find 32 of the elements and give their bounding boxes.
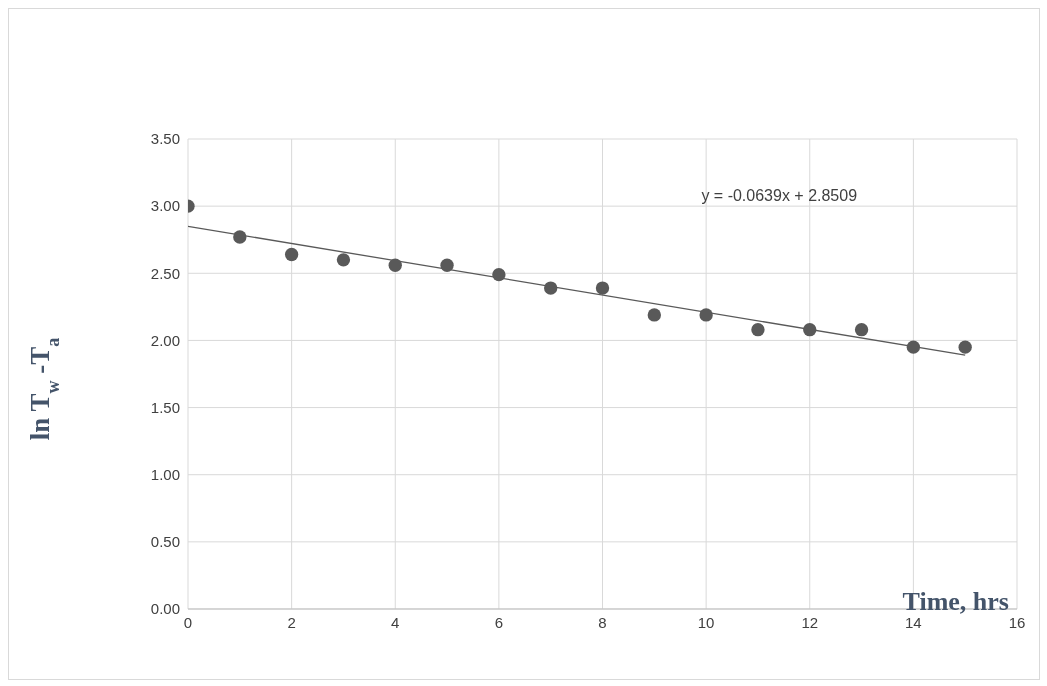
point: [233, 230, 247, 244]
point: [595, 281, 610, 295]
point: [699, 308, 713, 322]
x-tick-label: 12: [801, 613, 819, 631]
y-tick-label: 2.00: [150, 331, 180, 349]
y-tick-label: 0.50: [150, 533, 180, 551]
point: [336, 253, 351, 267]
point: [492, 267, 506, 282]
point: [751, 323, 765, 337]
y-tick-label: 2.50: [150, 264, 180, 282]
y-tick-label: 0.00: [150, 600, 180, 618]
point: [284, 247, 299, 262]
x-tick-label: 4: [391, 613, 400, 631]
x-tick-label: 8: [598, 613, 607, 631]
point: [647, 308, 661, 322]
point: [388, 258, 402, 272]
point: [440, 258, 454, 272]
y-tick-label: 3.50: [150, 130, 180, 148]
point: [544, 281, 558, 295]
point: [958, 340, 972, 354]
x-tick-label: 6: [494, 613, 504, 631]
point: [803, 323, 817, 337]
point: [854, 323, 869, 337]
x-tick-label: 0: [183, 613, 193, 631]
point: [906, 340, 921, 354]
y-tick-label: 3.00: [150, 197, 180, 215]
y-tick-label: 1.50: [150, 398, 180, 416]
x-tick-label: 2: [287, 613, 296, 631]
y-tick-label: 1.00: [150, 466, 180, 484]
x-tick-label: 10: [697, 613, 715, 631]
annotation: y = -0.0639x + 2.8509: [701, 187, 858, 205]
x-tick-label: 16: [1008, 613, 1026, 631]
